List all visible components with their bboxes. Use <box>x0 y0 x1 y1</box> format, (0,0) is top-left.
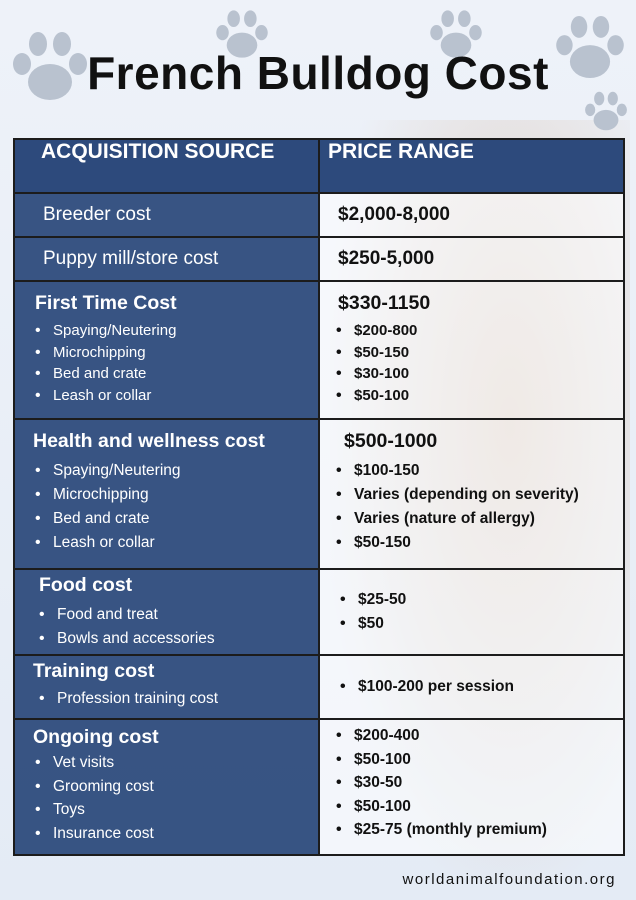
table-row: Puppy mill/store cost $250-5,000 <box>13 236 625 282</box>
list-item: $50-150 <box>336 531 623 555</box>
list-item: $25-50 <box>340 588 623 612</box>
row-price: $250-5,000 <box>338 248 435 269</box>
list-item: $50-100 <box>336 748 623 772</box>
list-item: $50 <box>340 612 623 636</box>
price-list: $200-400 $50-100 $30-50 $50-100 $25-75 (… <box>320 724 623 842</box>
row-label: Breeder cost <box>43 204 151 225</box>
paw-print-icon <box>556 15 624 79</box>
price-list: $25-50 $50 <box>320 588 623 636</box>
section-title: Training cost <box>33 660 155 682</box>
table-row: Ongoing cost Vet visits Grooming cost To… <box>13 718 625 856</box>
paw-print-icon <box>585 91 627 131</box>
table-row: Health and wellness cost Spaying/Neuteri… <box>13 418 625 570</box>
item-list: Spaying/Neutering Microchipping Bed and … <box>15 459 318 555</box>
price-list: $100-150 Varies (depending on severity) … <box>320 459 623 555</box>
list-item: $25-75 (monthly premium) <box>336 818 623 842</box>
table-row: Training cost Profession training cost $… <box>13 654 625 720</box>
list-item: $200-400 <box>336 724 623 748</box>
list-item: Grooming cost <box>35 775 318 799</box>
section-title: First Time Cost <box>35 292 177 314</box>
price-list: $200-800 $50-150 $30-100 $50-100 <box>320 320 623 406</box>
item-list: Food and treat Bowls and accessories <box>15 603 318 651</box>
list-item: Insurance cost <box>35 822 318 846</box>
list-item: Bowls and accessories <box>39 627 318 651</box>
paw-print-icon <box>216 10 268 58</box>
list-item: Varies (nature of allergy) <box>336 507 623 531</box>
footer-source: worldanimalfoundation.org <box>402 871 616 888</box>
list-item: Bed and crate <box>35 507 318 531</box>
list-item: $30-100 <box>336 363 623 385</box>
cost-table: ACQUISITION SOURCE PRICE RANGE Breeder c… <box>13 138 625 856</box>
list-item: $100-150 <box>336 459 623 483</box>
list-item: $100-200 per session <box>340 675 623 699</box>
section-price: $330-1150 <box>338 292 431 314</box>
list-item: Spaying/Neutering <box>35 320 318 342</box>
header-price-range: PRICE RANGE <box>318 138 625 194</box>
paw-print-icon <box>13 32 87 100</box>
page-title: French Bulldog Cost <box>87 47 549 99</box>
list-item: Microchipping <box>35 342 318 364</box>
section-price: $500-1000 <box>344 430 438 452</box>
list-item: Bed and crate <box>35 363 318 385</box>
table-row: Breeder cost $2,000-8,000 <box>13 192 625 238</box>
list-item: Varies (depending on severity) <box>336 483 623 507</box>
list-item: Spaying/Neutering <box>35 459 318 483</box>
row-label: Puppy mill/store cost <box>43 248 219 269</box>
list-item: Vet visits <box>35 751 318 775</box>
row-price: $2,000-8,000 <box>338 204 450 225</box>
list-item: Leash or collar <box>35 531 318 555</box>
section-title: Ongoing cost <box>33 726 159 748</box>
list-item: Microchipping <box>35 483 318 507</box>
list-item: $50-150 <box>336 342 623 364</box>
item-list: Profession training cost <box>15 687 318 711</box>
list-item: Toys <box>35 798 318 822</box>
list-item: $200-800 <box>336 320 623 342</box>
section-title: Health and wellness cost <box>33 430 265 452</box>
list-item: $30-50 <box>336 771 623 795</box>
header-acquisition-source: ACQUISITION SOURCE <box>13 138 320 194</box>
list-item: Profession training cost <box>39 687 318 711</box>
item-list: Vet visits Grooming cost Toys Insurance … <box>15 751 318 845</box>
table-row: First Time Cost Spaying/Neutering Microc… <box>13 280 625 420</box>
list-item: $50-100 <box>336 385 623 407</box>
list-item: $50-100 <box>336 795 623 819</box>
table-row: Food cost Food and treat Bowls and acces… <box>13 568 625 656</box>
price-list: $100-200 per session <box>320 675 623 699</box>
list-item: Leash or collar <box>35 385 318 407</box>
paw-print-icon <box>430 10 482 58</box>
table-header-row: ACQUISITION SOURCE PRICE RANGE <box>13 138 625 194</box>
item-list: Spaying/Neutering Microchipping Bed and … <box>15 320 318 406</box>
section-title: Food cost <box>39 574 133 596</box>
list-item: Food and treat <box>39 603 318 627</box>
